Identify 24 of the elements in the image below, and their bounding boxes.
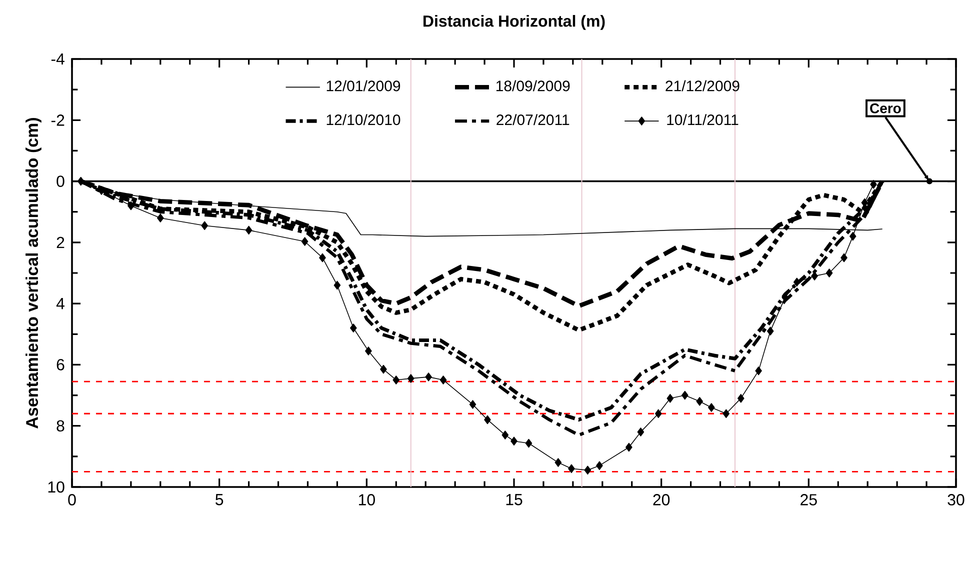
y-tick-label: 0 — [56, 176, 64, 187]
legend-label: 18/09/2009 — [496, 80, 570, 92]
y-tick-label: 8 — [56, 420, 64, 432]
y-tick-label: 6 — [56, 359, 64, 370]
legend-label: 10/11/2011 — [667, 114, 738, 126]
y-axis-title: Asentamiento vertical acumulado (cm) — [26, 118, 42, 428]
x-tick-label: 30 — [948, 494, 964, 506]
x-tick-label: 20 — [653, 494, 670, 506]
legend-label: 12/10/2010 — [326, 114, 400, 126]
legend-label: 22/07/2011 — [496, 114, 570, 126]
x-axis-title: Distancia Horizontal (m) — [424, 15, 605, 30]
x-tick-label: 0 — [68, 494, 76, 506]
x-tick-label: 5 — [216, 494, 224, 506]
x-tick-label: 15 — [506, 494, 522, 506]
x-tick-label: 25 — [800, 494, 817, 506]
y-tick-label: -2 — [51, 114, 64, 126]
y-tick-label: -4 — [51, 53, 64, 64]
legend-label: 21/12/2009 — [666, 80, 740, 92]
y-tick-label: 4 — [56, 298, 64, 310]
annotation: Cero — [870, 103, 901, 114]
y-tick-label: 10 — [48, 481, 64, 493]
y-tick-label: 2 — [56, 236, 64, 248]
x-tick-label: 10 — [358, 494, 375, 506]
legend-label: 12/01/2009 — [326, 80, 400, 92]
